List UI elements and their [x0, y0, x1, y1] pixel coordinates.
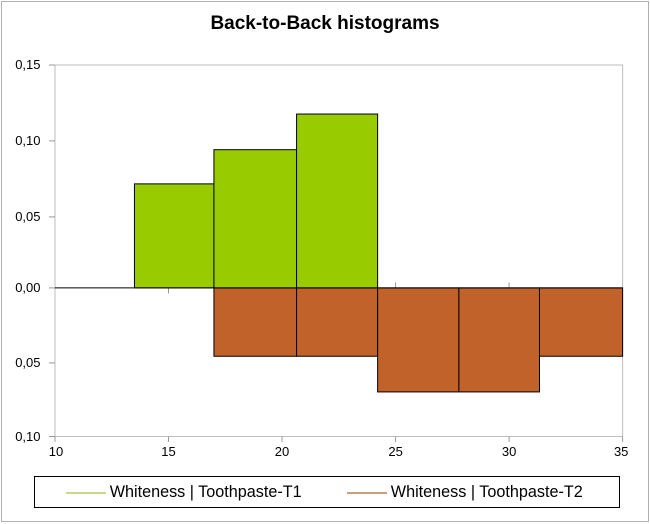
svg-text:0,15: 0,15 — [15, 57, 40, 72]
svg-text:30: 30 — [502, 444, 516, 459]
svg-text:0,05: 0,05 — [15, 355, 40, 370]
svg-text:20: 20 — [275, 444, 289, 459]
svg-text:35: 35 — [614, 444, 628, 459]
svg-text:15: 15 — [161, 444, 175, 459]
svg-text:0,00: 0,00 — [15, 280, 40, 295]
svg-text:0,10: 0,10 — [15, 133, 40, 148]
svg-text:10: 10 — [49, 444, 63, 459]
svg-text:0,10: 0,10 — [15, 429, 40, 444]
svg-text:25: 25 — [388, 444, 402, 459]
svg-text:0,05: 0,05 — [15, 209, 40, 224]
